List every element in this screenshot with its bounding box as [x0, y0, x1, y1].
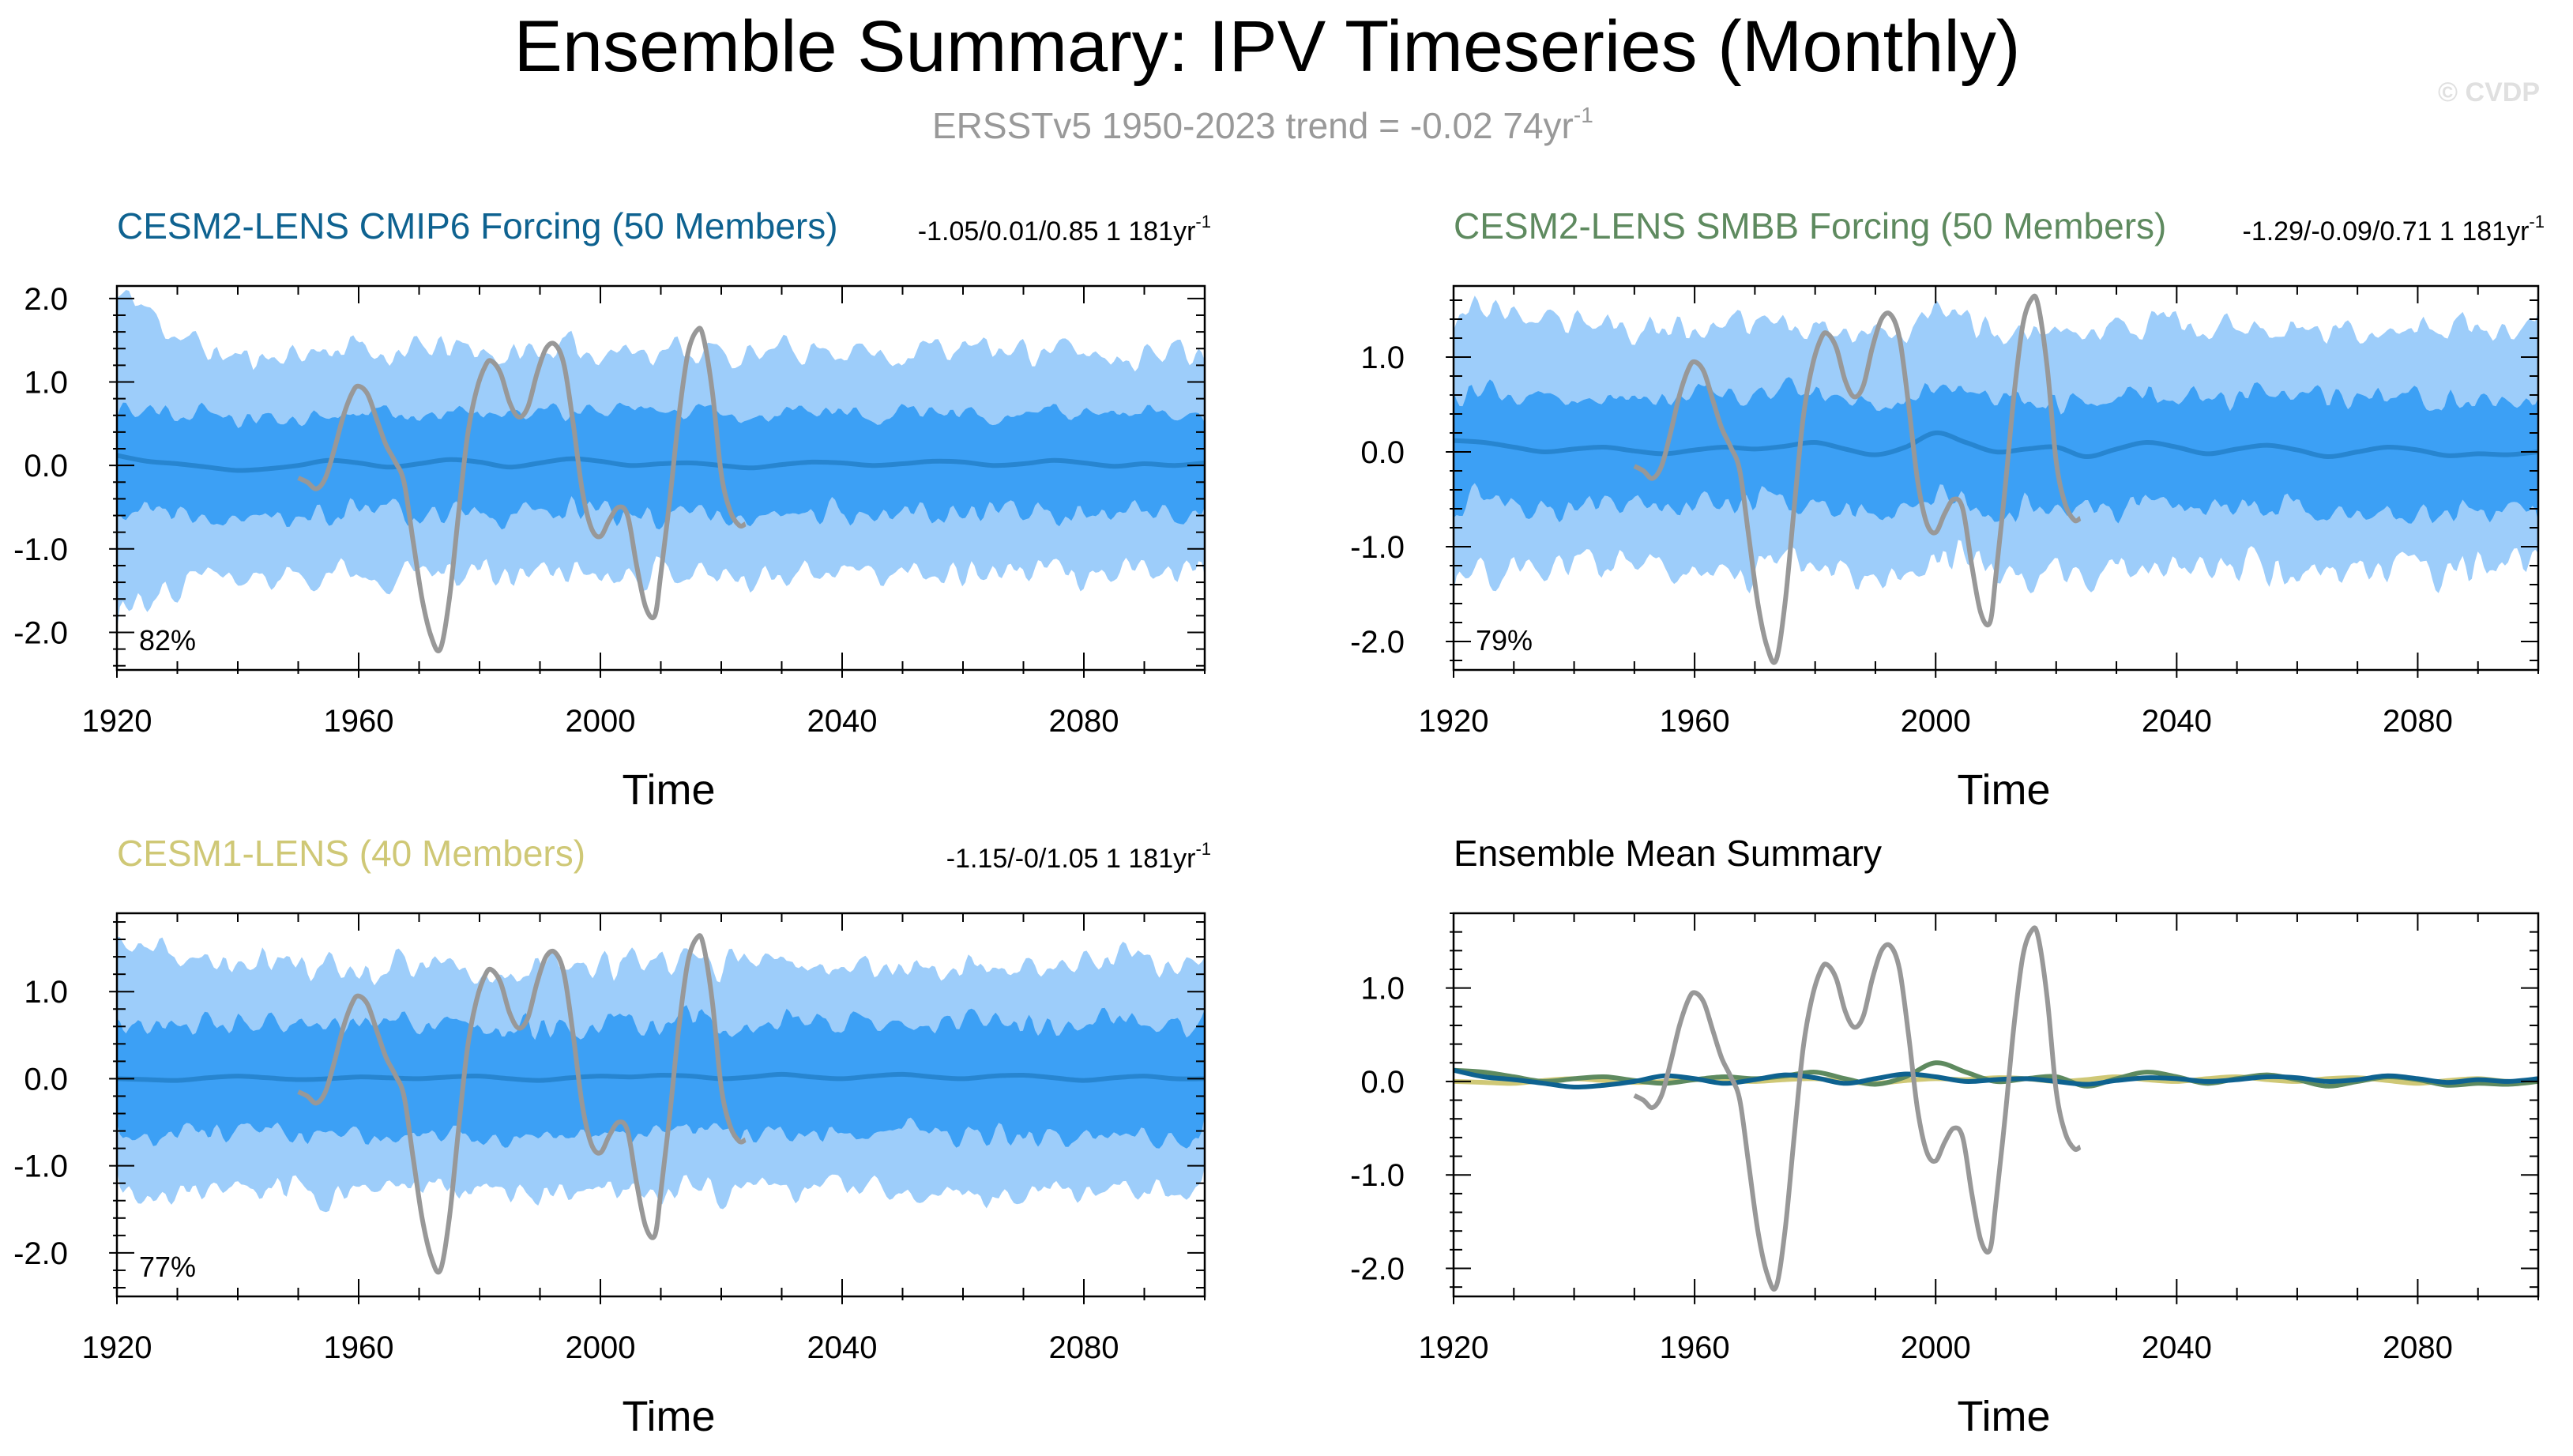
panel-summary: 1920 1960 2000 2040 2080 1.0 0.0 -1.0 -2.0 Time En… — [1350, 833, 2540, 1440]
x-tick-label-smbb: 1920 — [1419, 704, 1489, 739]
observations-line-smbb — [1633, 293, 2082, 665]
x-axis-title-cmip6: Time — [623, 766, 716, 814]
x-axis-title-cesm1: Time — [623, 1393, 716, 1440]
x-tick-label-cmip6: 2040 — [807, 704, 878, 739]
x-tick-label-cesm1: 2080 — [1049, 1330, 1119, 1365]
x-tick-label-smbb: 2000 — [1901, 704, 1971, 739]
x-tick-label-smbb: 2080 — [2383, 704, 2453, 739]
y-tick-label-summary: 0.0 — [1360, 1065, 1405, 1100]
y-tick-label-summary: -1.0 — [1350, 1158, 1405, 1193]
panel-title-cmip6: CESM2-LENS CMIP6 Forcing (50 Members) — [117, 205, 838, 246]
x-tick-label-cmip6: 2000 — [566, 704, 636, 739]
panel-cmip6: 1920 1960 2000 2040 2080 2.0 1.0 0.0 -1.0 -2.0 Tim… — [13, 205, 1211, 814]
x-tick-label-cesm1: 2040 — [807, 1330, 878, 1365]
summary-line-cmip6 — [1454, 1067, 2538, 1090]
x-tick-label-cesm1: 1960 — [324, 1330, 394, 1365]
panel-stats-cesm1: -1.15/-0/1.05 1 181yr-1 — [946, 839, 1211, 874]
panel-stats-cmip6: -1.05/0.01/0.85 1 181yr-1 — [918, 212, 1211, 246]
panel-title-cesm1: CESM1-LENS (40 Members) — [117, 833, 585, 874]
plot-area-smbb — [1454, 293, 2538, 665]
ensemble-mean-line-cmip6 — [117, 453, 1205, 473]
x-tick-label-cmip6: 1960 — [324, 704, 394, 739]
y-tick-label-cesm1: 1.0 — [24, 975, 68, 1010]
x-tick-label-cesm1: 1920 — [82, 1330, 152, 1365]
panel-title-summary: Ensemble Mean Summary — [1454, 833, 1882, 874]
x-tick-label-summary: 2000 — [1901, 1330, 1971, 1365]
y-tick-label-smbb: -2.0 — [1350, 625, 1405, 660]
y-tick-label-cmip6: 2.0 — [24, 282, 68, 317]
watermark: © CVDP — [2438, 77, 2540, 107]
x-tick-label-cesm1: 2000 — [566, 1330, 636, 1365]
x-axis-title-smbb: Time — [1958, 766, 2051, 814]
y-tick-label-smbb: 1.0 — [1360, 340, 1405, 375]
y-tick-label-smbb: -1.0 — [1350, 530, 1405, 565]
y-tick-label-cesm1: -2.0 — [13, 1236, 68, 1271]
y-tick-label-summary: 1.0 — [1360, 972, 1405, 1006]
y-tick-label-cesm1: 0.0 — [24, 1062, 68, 1097]
x-tick-label-summary: 2040 — [2142, 1330, 2212, 1365]
panel-percent-cmip6: 82% — [139, 624, 196, 657]
plot-frame-summary — [1452, 912, 2540, 1298]
y-tick-label-cesm1: -1.0 — [13, 1149, 68, 1184]
plot-area-summary — [1454, 925, 2538, 1292]
panel-cesm1: 1920 1960 2000 2040 2080 1.0 0.0 -1.0 -2.0 Time CE… — [13, 833, 1211, 1440]
y-tick-label-cmip6: -1.0 — [13, 532, 68, 567]
ensemble-mean-line-smbb — [1454, 430, 2538, 460]
x-axis-title-summary: Time — [1958, 1393, 2051, 1440]
y-tick-label-cmip6: 1.0 — [24, 366, 68, 401]
observations-line-cesm1 — [297, 933, 747, 1275]
x-tick-label-summary: 1960 — [1660, 1330, 1730, 1365]
y-tick-label-summary: -2.0 — [1350, 1252, 1405, 1287]
panel-title-smbb: CESM2-LENS SMBB Forcing (50 Members) — [1454, 205, 2166, 246]
observations-line-summary — [1633, 925, 2082, 1292]
panel-percent-cesm1: 77% — [139, 1251, 196, 1283]
page-subtitle: ERSSTv5 1950-2023 trend = -0.02 74yr-1 — [932, 103, 1593, 146]
observations-line-cmip6 — [297, 325, 747, 653]
x-tick-label-smbb: 1960 — [1660, 704, 1730, 739]
panel-smbb: 1920 1960 2000 2040 2080 1.0 0.0 -1.0 -2.0 Time CE… — [1350, 205, 2545, 814]
x-tick-label-summary: 2080 — [2383, 1330, 2453, 1365]
panel-percent-smbb: 79% — [1476, 624, 1533, 657]
y-tick-label-cmip6: 0.0 — [24, 449, 68, 483]
plot-area-cmip6 — [117, 290, 1205, 653]
panel-stats-smbb: -1.29/-0.09/0.71 1 181yr-1 — [2243, 212, 2545, 246]
x-tick-label-cmip6: 1920 — [82, 704, 152, 739]
x-tick-label-cmip6: 2080 — [1049, 704, 1119, 739]
x-tick-label-summary: 1920 — [1419, 1330, 1489, 1365]
ensemble-mean-line-cesm1 — [117, 1071, 1205, 1083]
x-tick-label-smbb: 2040 — [2142, 704, 2212, 739]
plot-area-cesm1 — [117, 933, 1205, 1275]
page-title: Ensemble Summary: IPV Timeseries (Monthl… — [514, 6, 2021, 87]
y-tick-label-cmip6: -2.0 — [13, 615, 68, 650]
y-tick-label-smbb: 0.0 — [1360, 435, 1405, 470]
